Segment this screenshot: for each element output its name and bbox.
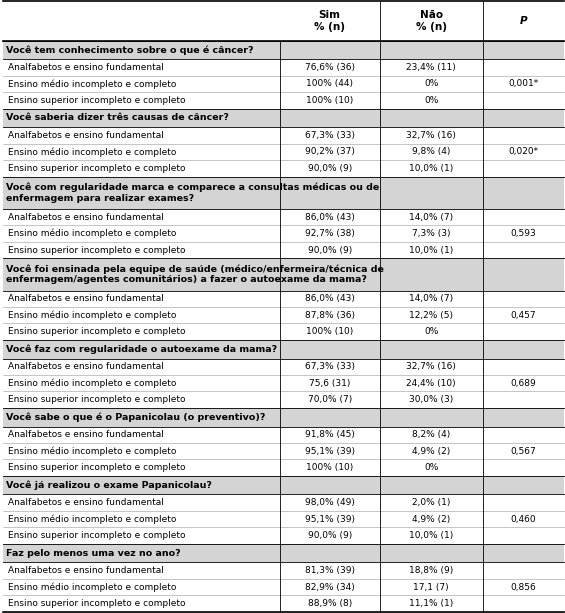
Text: 4,9% (2): 4,9% (2) [412, 447, 450, 455]
Text: 92,7% (38): 92,7% (38) [305, 229, 355, 238]
Text: 75,6 (31): 75,6 (31) [309, 379, 350, 388]
Text: Analfabetos e ensino fundamental: Analfabetos e ensino fundamental [8, 63, 164, 72]
Text: 32,7% (16): 32,7% (16) [406, 131, 456, 140]
Text: 8,2% (4): 8,2% (4) [412, 430, 450, 440]
Text: 100% (10): 100% (10) [306, 463, 353, 472]
Text: Sim
% (n): Sim % (n) [314, 10, 345, 32]
Bar [3, 408, 564, 427]
Text: Ensino superior incompleto e completo: Ensino superior incompleto e completo [8, 395, 186, 404]
Text: Ensino superior incompleto e completo: Ensino superior incompleto e completo [8, 327, 186, 336]
Text: Você já realizou o exame Papanicolau?: Você já realizou o exame Papanicolau? [6, 481, 212, 490]
Text: 0,020*: 0,020* [508, 148, 538, 156]
Text: Não
% (n): Não % (n) [416, 10, 446, 32]
Text: 14,0% (7): 14,0% (7) [409, 213, 453, 222]
Text: 0,001*: 0,001* [508, 80, 538, 88]
Text: 88,9% (8): 88,9% (8) [307, 599, 352, 608]
Text: 11,1% (1): 11,1% (1) [409, 599, 453, 608]
Text: Analfabetos e ensino fundamental: Analfabetos e ensino fundamental [8, 362, 164, 371]
Text: 0,460: 0,460 [510, 515, 536, 524]
Text: 87,8% (36): 87,8% (36) [305, 311, 355, 320]
Text: 7,3% (3): 7,3% (3) [412, 229, 450, 238]
Text: Você faz com regularidade o autoexame da mama?: Você faz com regularidade o autoexame da… [6, 345, 277, 354]
Bar [3, 109, 564, 128]
Text: 86,0% (43): 86,0% (43) [305, 213, 355, 222]
Text: Ensino médio incompleto e completo: Ensino médio incompleto e completo [8, 79, 177, 89]
Text: 24,4% (10): 24,4% (10) [406, 379, 456, 388]
Text: 10,0% (1): 10,0% (1) [409, 246, 453, 254]
Text: Ensino superior incompleto e completo: Ensino superior incompleto e completo [8, 246, 186, 254]
Text: 81,3% (39): 81,3% (39) [305, 566, 355, 575]
Text: Analfabetos e ensino fundamental: Analfabetos e ensino fundamental [8, 566, 164, 575]
Bar [3, 40, 564, 59]
Bar [3, 476, 564, 495]
Text: Ensino superior incompleto e completo: Ensino superior incompleto e completo [8, 96, 186, 105]
Text: 18,8% (9): 18,8% (9) [409, 566, 453, 575]
Text: 10,0% (1): 10,0% (1) [409, 164, 453, 173]
Text: Ensino médio incompleto e completo: Ensino médio incompleto e completo [8, 311, 177, 320]
Text: 0%: 0% [424, 80, 438, 88]
Text: 23,4% (11): 23,4% (11) [406, 63, 456, 72]
Text: 2,0% (1): 2,0% (1) [412, 498, 450, 507]
Text: 17,1 (7): 17,1 (7) [413, 582, 449, 592]
Text: 100% (10): 100% (10) [306, 96, 353, 105]
Bar [3, 544, 564, 563]
Text: 82,9% (34): 82,9% (34) [305, 582, 355, 592]
Text: 95,1% (39): 95,1% (39) [305, 515, 355, 524]
Text: Ensino superior incompleto e completo: Ensino superior incompleto e completo [8, 531, 186, 540]
Text: 0%: 0% [424, 327, 438, 336]
Text: 4,9% (2): 4,9% (2) [412, 515, 450, 524]
Text: 0,457: 0,457 [510, 311, 536, 320]
Text: 14,0% (7): 14,0% (7) [409, 294, 453, 303]
Text: 70,0% (7): 70,0% (7) [307, 395, 352, 404]
Text: Analfabetos e ensino fundamental: Analfabetos e ensino fundamental [8, 213, 164, 222]
Text: 86,0% (43): 86,0% (43) [305, 294, 355, 303]
Text: 76,6% (36): 76,6% (36) [305, 63, 355, 72]
Text: Ensino médio incompleto e completo: Ensino médio incompleto e completo [8, 514, 177, 524]
Text: P: P [519, 16, 527, 26]
Bar [3, 340, 564, 359]
Text: Ensino médio incompleto e completo: Ensino médio incompleto e completo [8, 582, 177, 592]
Text: 0,689: 0,689 [510, 379, 536, 388]
Text: 90,0% (9): 90,0% (9) [307, 531, 352, 540]
Text: Ensino superior incompleto e completo: Ensino superior incompleto e completo [8, 599, 186, 608]
Text: 98,0% (49): 98,0% (49) [305, 498, 355, 507]
Text: Ensino médio incompleto e completo: Ensino médio incompleto e completo [8, 378, 177, 388]
Text: Você com regularidade marca e comparece a consultas médicas ou de
enfermagem par: Você com regularidade marca e comparece … [6, 183, 380, 203]
Text: 0%: 0% [424, 96, 438, 105]
Text: 90,0% (9): 90,0% (9) [307, 164, 352, 173]
Text: Analfabetos e ensino fundamental: Analfabetos e ensino fundamental [8, 430, 164, 440]
Text: 100% (44): 100% (44) [306, 80, 353, 88]
Bar [3, 177, 564, 209]
Text: Ensino médio incompleto e completo: Ensino médio incompleto e completo [8, 147, 177, 157]
Text: Você sabe o que é o Papanicolau (o preventivo)?: Você sabe o que é o Papanicolau (o preve… [6, 413, 266, 422]
Text: 9,8% (4): 9,8% (4) [412, 148, 450, 156]
Text: Você tem conhecimento sobre o que é câncer?: Você tem conhecimento sobre o que é cânc… [6, 45, 254, 55]
Text: Analfabetos e ensino fundamental: Analfabetos e ensino fundamental [8, 498, 164, 507]
Text: 10,0% (1): 10,0% (1) [409, 531, 453, 540]
Text: 30,0% (3): 30,0% (3) [409, 395, 453, 404]
Text: Ensino médio incompleto e completo: Ensino médio incompleto e completo [8, 446, 177, 456]
Text: 95,1% (39): 95,1% (39) [305, 447, 355, 455]
Text: 90,0% (9): 90,0% (9) [307, 246, 352, 254]
Text: Ensino médio incompleto e completo: Ensino médio incompleto e completo [8, 229, 177, 238]
Text: 67,3% (33): 67,3% (33) [305, 362, 355, 371]
Text: Você foi ensinada pela equipe de saúde (médico/enfermeira/técnica de
enfermagem/: Você foi ensinada pela equipe de saúde (… [6, 264, 384, 284]
Text: Você saberia dizer três causas de câncer?: Você saberia dizer três causas de câncer… [6, 113, 229, 123]
Text: 0,567: 0,567 [510, 447, 536, 455]
Text: 32,7% (16): 32,7% (16) [406, 362, 456, 371]
Text: Ensino superior incompleto e completo: Ensino superior incompleto e completo [8, 463, 186, 472]
Text: 67,3% (33): 67,3% (33) [305, 131, 355, 140]
Text: 91,8% (45): 91,8% (45) [305, 430, 355, 440]
Text: 0%: 0% [424, 463, 438, 472]
Text: Ensino superior incompleto e completo: Ensino superior incompleto e completo [8, 164, 186, 173]
Text: Analfabetos e ensino fundamental: Analfabetos e ensino fundamental [8, 294, 164, 303]
Bar [3, 258, 564, 291]
Text: Analfabetos e ensino fundamental: Analfabetos e ensino fundamental [8, 131, 164, 140]
Text: 0,593: 0,593 [510, 229, 536, 238]
Text: 100% (10): 100% (10) [306, 327, 353, 336]
Text: 90,2% (37): 90,2% (37) [305, 148, 355, 156]
Text: Faz pelo menos uma vez no ano?: Faz pelo menos uma vez no ano? [6, 549, 181, 558]
Text: 0,856: 0,856 [510, 582, 536, 592]
Text: 12,2% (5): 12,2% (5) [409, 311, 453, 320]
